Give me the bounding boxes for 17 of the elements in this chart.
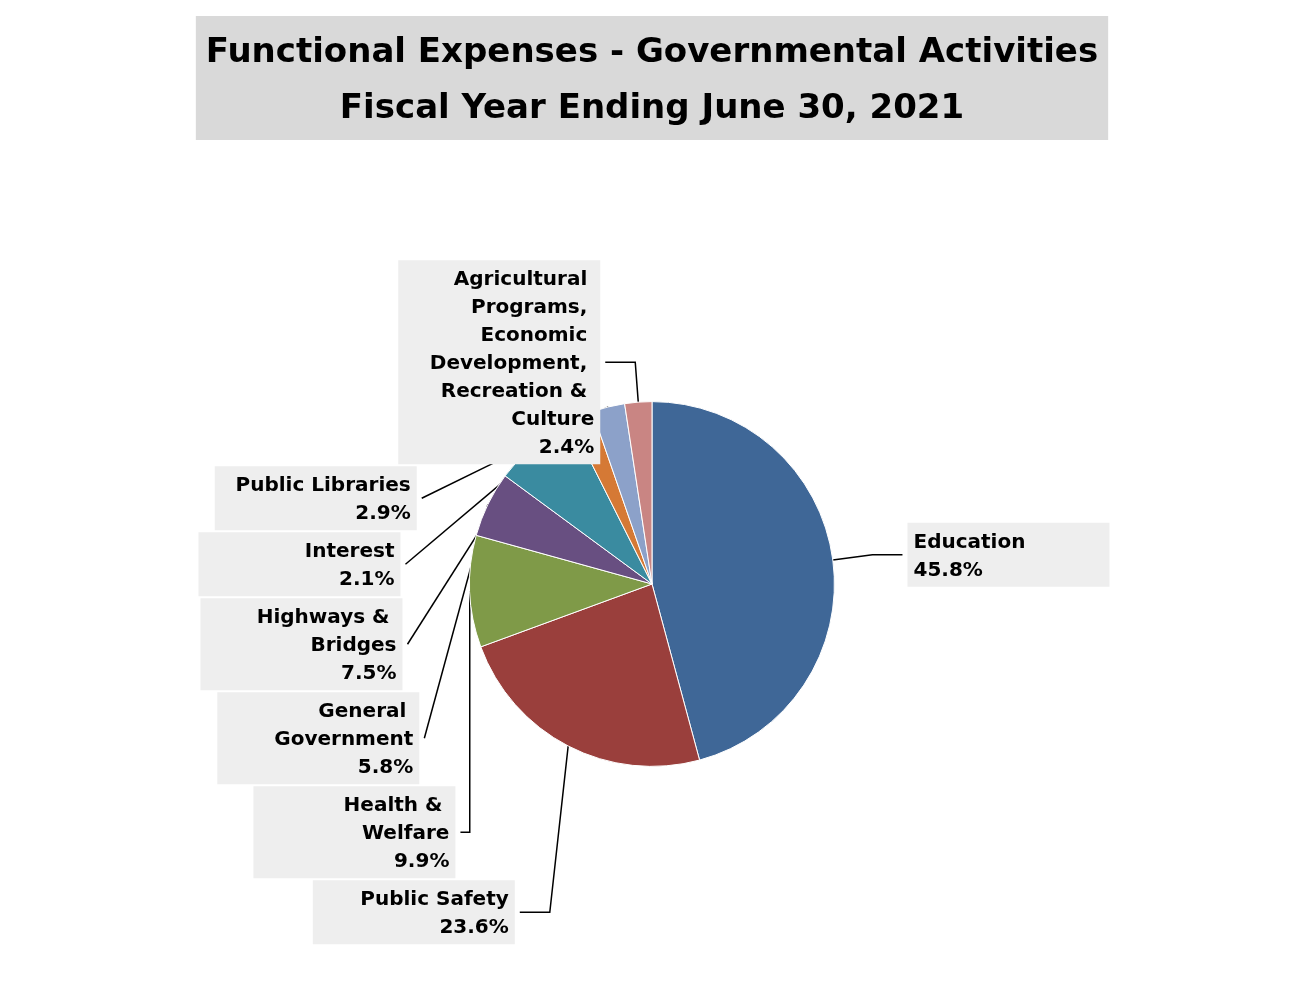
data-label: 2.9% (355, 500, 411, 525)
data-label: 45.8% (913, 556, 983, 581)
slice-label: Interest (304, 538, 395, 563)
data-label: 7.5% (341, 660, 397, 685)
slice-label: Public Safety (360, 886, 509, 911)
slice-label: Agricultural Programs, Economic Development, Recreation & Culture (429, 266, 595, 431)
slice-label: Highways & Bridges (256, 604, 397, 657)
slice-label: Public Libraries (235, 472, 411, 497)
slice-label: Education (913, 528, 1026, 553)
data-label: 2.1% (339, 566, 395, 591)
data-label: 2.4% (538, 434, 595, 459)
data-label: 23.6% (439, 914, 509, 939)
data-label: 5.8% (357, 754, 414, 779)
slice-label: Health & Welfare (343, 792, 450, 845)
data-label: 9.9% (393, 848, 450, 873)
slice-label: General Government (274, 698, 414, 751)
chart-title: Functional Expenses - Governmental Activities Fiscal Year Ending June 30, 2021 (205, 30, 1099, 126)
